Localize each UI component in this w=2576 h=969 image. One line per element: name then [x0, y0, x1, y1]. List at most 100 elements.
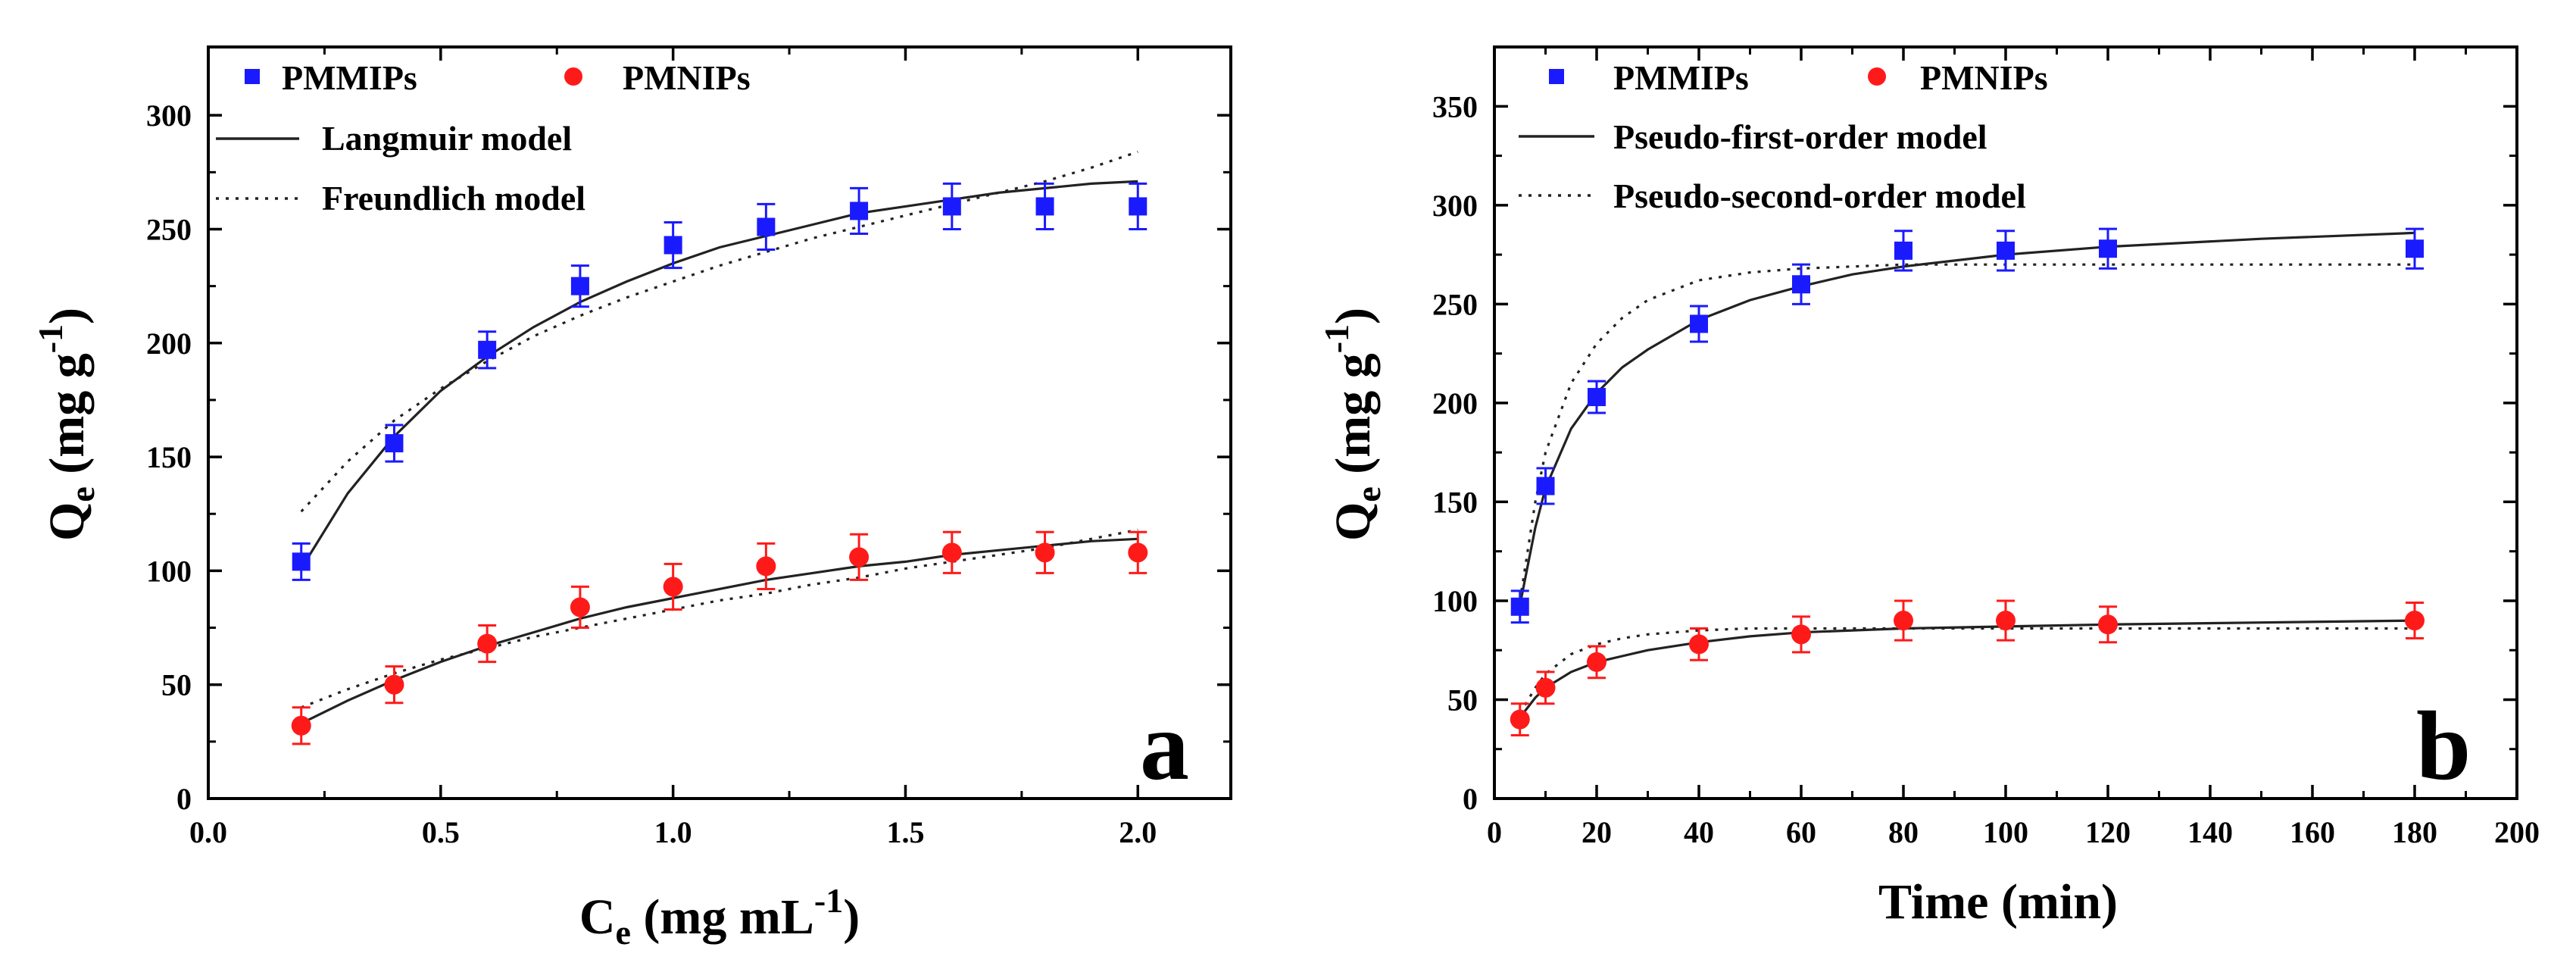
panel-label-a: a	[1140, 692, 1189, 801]
data-point-pmnips	[2098, 605, 2118, 644]
x-axis-title-a-sub: e	[615, 913, 630, 952]
data-point-pmnips	[291, 706, 311, 746]
y-axis-title-a-sup: -1	[31, 324, 70, 353]
x-tick-label-b: 20	[1582, 815, 1612, 849]
y-tick-label-b: 150	[1432, 485, 1478, 519]
panel-b: 0 20 40 60 80 100 120 140 160 180 200 0 50 100 150 200 2…	[1317, 45, 2540, 930]
marker-circle	[1035, 542, 1055, 563]
data-point-pmnips	[663, 562, 683, 611]
axis-ticks-a: 0.0 0.5 1.0 1.5 2.0 0 50 100 150 200 250 300	[146, 47, 1231, 849]
marker-circle	[291, 715, 311, 736]
marker-circle	[1689, 634, 1709, 655]
marker-square	[850, 202, 869, 220]
x-tick-label-b: 160	[2290, 815, 2335, 849]
legend-label-pmmips-a: PMMIPs	[282, 58, 417, 97]
y-axis-title-b-rest: (mg g	[1325, 353, 1381, 486]
data-point-pmmips	[1588, 380, 1606, 414]
x-tick-label-b: 0	[1487, 815, 1502, 849]
y-tick-label-a: 300	[146, 98, 192, 133]
data-points-b	[1510, 227, 2425, 736]
marker-square	[292, 552, 311, 571]
data-points-a	[291, 182, 1148, 746]
marker-square	[1997, 241, 2015, 260]
data-point-pmmips	[2406, 227, 2424, 270]
y-tick-label-b: 250	[1432, 287, 1478, 321]
fit-curve-pmmips-dotted	[1519, 263, 2415, 602]
marker-circle	[1791, 624, 1811, 645]
data-point-pmnips	[1535, 670, 1556, 705]
legend-label-pmnips-a: PMNIPs	[623, 58, 751, 97]
marker-circle	[941, 542, 962, 563]
marker-square	[1588, 388, 1606, 407]
x-tick-label-a: 2.0	[1119, 815, 1157, 849]
y-tick-label-a: 200	[146, 327, 192, 361]
data-point-pmnips	[570, 585, 590, 630]
x-tick-label-b: 140	[2187, 815, 2233, 849]
panel-label-b: b	[2416, 692, 2471, 801]
marker-square	[664, 236, 682, 255]
data-point-pmnips	[756, 542, 776, 590]
data-point-pmmips	[1035, 182, 1054, 230]
x-axis-title-a-sup: -1	[814, 881, 843, 920]
legend-marker-pmmips-b	[1549, 69, 1564, 84]
data-point-pmmips	[292, 542, 311, 581]
x-tick-label-b: 80	[1888, 815, 1919, 849]
legend-marker-pmnips-a	[564, 67, 582, 86]
data-point-pmmips	[570, 264, 589, 308]
y-tick-label-b: 0	[1463, 782, 1478, 816]
marker-square	[2099, 239, 2117, 258]
y-tick-label-a: 250	[146, 212, 192, 246]
data-point-pmmips	[1997, 230, 2015, 272]
y-axis-title-b-end: )	[1325, 308, 1381, 324]
marker-circle	[570, 597, 590, 617]
y-axis-title-b-sub: e	[1349, 486, 1388, 502]
marker-square	[1035, 197, 1054, 216]
data-point-pmnips	[1689, 627, 1709, 661]
legend-label-langmuir-a: Langmuir model	[322, 119, 572, 158]
y-axis-title-a-main: Q	[39, 502, 95, 541]
fit-curve-pmmips-solid	[300, 180, 1138, 570]
x-tick-label-a: 0.0	[189, 815, 227, 849]
marker-circle	[1587, 652, 1606, 672]
data-point-pmmips	[1510, 589, 1529, 624]
fit-curve-pmnips-solid	[1519, 619, 2415, 718]
fit-curve-pmnips-dotted	[301, 528, 1138, 709]
data-point-pmmips	[664, 220, 682, 270]
y-axis-title-a-end: )	[39, 308, 95, 324]
marker-square	[2406, 239, 2424, 258]
data-point-pmnips	[1510, 702, 1530, 736]
x-tick-label-b: 120	[2085, 815, 2131, 849]
x-tick-label-a: 1.0	[654, 815, 692, 849]
marker-circle	[1128, 542, 1148, 563]
marker-circle	[2405, 611, 2425, 631]
legend-b: PMMIPs PMNIPs Pseudo-first-order model P…	[1519, 58, 2048, 215]
x-tick-label-b: 40	[1684, 815, 1714, 849]
data-point-pmnips	[1587, 645, 1606, 680]
data-point-pmmips	[1792, 263, 1810, 305]
y-axis-title-a-sub: e	[63, 486, 101, 502]
legend-a: PMMIPs PMNIPs Langmuir model Freundlich …	[216, 58, 751, 217]
x-axis-title-a-rest: (mg mL	[631, 889, 814, 945]
marker-square	[1690, 314, 1708, 333]
y-tick-label-b: 200	[1432, 386, 1478, 420]
plot-frame-b	[1493, 45, 2518, 800]
fit-curve-pmnips-dotted	[1519, 627, 2415, 714]
data-point-pmmips	[1536, 467, 1555, 505]
y-axis-title-a-rest: (mg g	[39, 353, 95, 486]
x-axis-title-a: Ce (mg mL-1)	[579, 881, 860, 952]
marker-circle	[1996, 611, 2016, 631]
data-point-pmmips	[850, 186, 869, 235]
x-tick-label-a: 1.5	[886, 815, 924, 849]
data-point-pmnips	[384, 665, 404, 705]
marker-square	[1536, 477, 1555, 495]
x-tick-label-b: 60	[1786, 815, 1816, 849]
data-point-pmnips	[1996, 599, 2016, 642]
data-point-pmmips	[942, 182, 961, 230]
fit-curves-b	[1519, 231, 2415, 718]
marker-square	[478, 340, 497, 359]
data-point-pmnips	[1791, 615, 1811, 654]
x-axis-title-a-end: )	[843, 889, 860, 945]
marker-circle	[477, 633, 498, 654]
data-point-pmnips	[1128, 530, 1148, 574]
data-point-pmnips	[2405, 602, 2425, 640]
